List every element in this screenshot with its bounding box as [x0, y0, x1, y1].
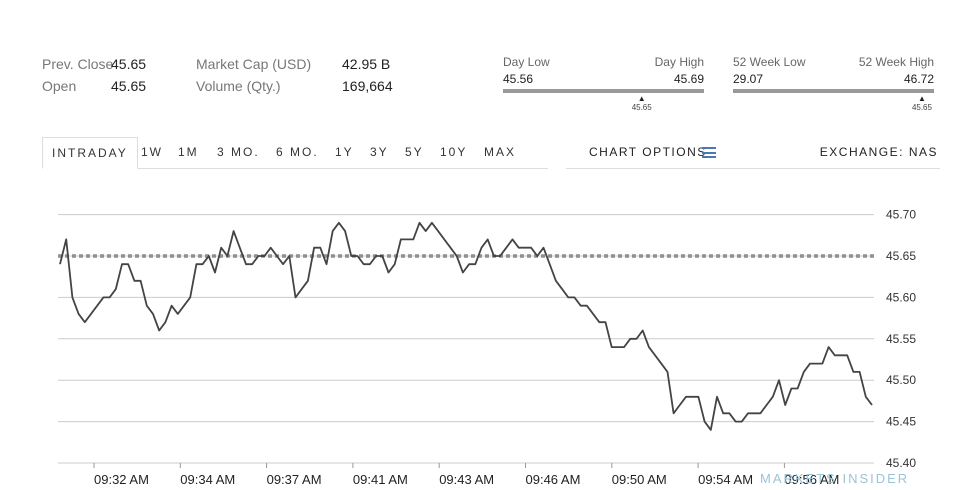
- hamburger-menu-icon[interactable]: [702, 147, 716, 158]
- week52-range-bar: [733, 89, 934, 93]
- triangle-up-icon: ▲: [917, 94, 926, 103]
- volume-label: Volume (Qty.): [196, 78, 281, 94]
- tab-max[interactable]: MAX: [484, 145, 517, 159]
- x-tick-label: 09:43 AM: [439, 472, 494, 487]
- series-group: [59, 221, 873, 431]
- exchange-label: EXCHANGE: NAS: [819, 145, 938, 159]
- y-tick-label: 45.40: [886, 456, 916, 470]
- x-tick-label: 09:37 AM: [267, 472, 322, 487]
- watermark-logo: MARKETS INSIDER: [760, 471, 910, 486]
- volume-value: 169,664: [342, 78, 393, 94]
- open-value: 45.65: [111, 78, 147, 94]
- series-line: [59, 221, 873, 431]
- tab-3mo[interactable]: 3 MO.: [217, 145, 260, 159]
- day-current-value: 45.65: [631, 103, 652, 112]
- x-tick-label: 09:41 AM: [353, 472, 408, 487]
- tab-1y[interactable]: 1Y: [335, 145, 354, 159]
- x-tick-label: 09:50 AM: [612, 472, 667, 487]
- tab-6mo[interactable]: 6 MO.: [276, 145, 319, 159]
- tabs-divider: [42, 168, 548, 169]
- market-cap-label: Market Cap (USD): [196, 56, 312, 72]
- tab-10y[interactable]: 10Y: [440, 145, 468, 159]
- triangle-up-icon: ▲: [637, 94, 646, 103]
- x-tick-label: 09:32 AM: [94, 472, 149, 487]
- tab-1w[interactable]: 1W: [141, 145, 163, 159]
- day-high-label: Day High: [654, 55, 704, 69]
- day-low-value: 45.56: [503, 72, 534, 86]
- reference-line-group: [58, 254, 874, 258]
- week52-high-label: 52 Week High: [858, 55, 934, 69]
- y-tick-label: 45.70: [886, 208, 916, 222]
- chart-options-button[interactable]: CHART OPTIONS: [589, 145, 707, 159]
- day-range-bar: [503, 89, 704, 93]
- y-tick-label: 45.45: [886, 415, 916, 429]
- y-tick-label: 45.50: [886, 373, 916, 387]
- x-axis-ticks: 09:32 AM 09:34 AM 09:37 AM 09:41 AM 09:43 AM…: [93, 463, 839, 487]
- week52-high-value: 46.72: [903, 72, 934, 86]
- options-divider: [566, 168, 940, 169]
- day-low-label: Day Low: [503, 55, 550, 69]
- x-tick-label: 09:54 AM: [698, 472, 753, 487]
- y-tick-label: 45.60: [886, 290, 916, 304]
- x-tick-label: 09:56 AM: [784, 472, 839, 487]
- day-high-value: 45.69: [673, 72, 704, 86]
- tab-5y[interactable]: 5Y: [405, 145, 424, 159]
- y-axis-ticks: 45.40 45.45 45.50 45.55 45.60 45.65 45.70: [886, 208, 916, 470]
- y-tick-label: 45.55: [886, 332, 916, 346]
- open-label: Open: [42, 78, 77, 94]
- prev-close-value: 45.65: [111, 56, 147, 72]
- chart-grid: [58, 214, 874, 464]
- week52-low-label: 52 Week Low: [733, 55, 806, 69]
- x-tick-label: 09:46 AM: [526, 472, 581, 487]
- tab-1m[interactable]: 1M: [178, 145, 199, 159]
- y-tick-label: 45.65: [886, 249, 916, 263]
- week52-current-value: 45.65: [911, 103, 932, 112]
- week52-low-value: 29.07: [733, 72, 764, 86]
- tab-3y[interactable]: 3Y: [370, 145, 389, 159]
- market-cap-value: 42.95 B: [342, 56, 391, 72]
- x-tick-label: 09:34 AM: [180, 472, 235, 487]
- prev-close-label: Prev. Close: [42, 56, 114, 72]
- tab-intraday[interactable]: INTRADAY: [42, 137, 138, 169]
- intraday-line-chart: 45.40 45.45 45.50 45.55 45.60 45.65 45.70 09:3…: [58, 208, 916, 487]
